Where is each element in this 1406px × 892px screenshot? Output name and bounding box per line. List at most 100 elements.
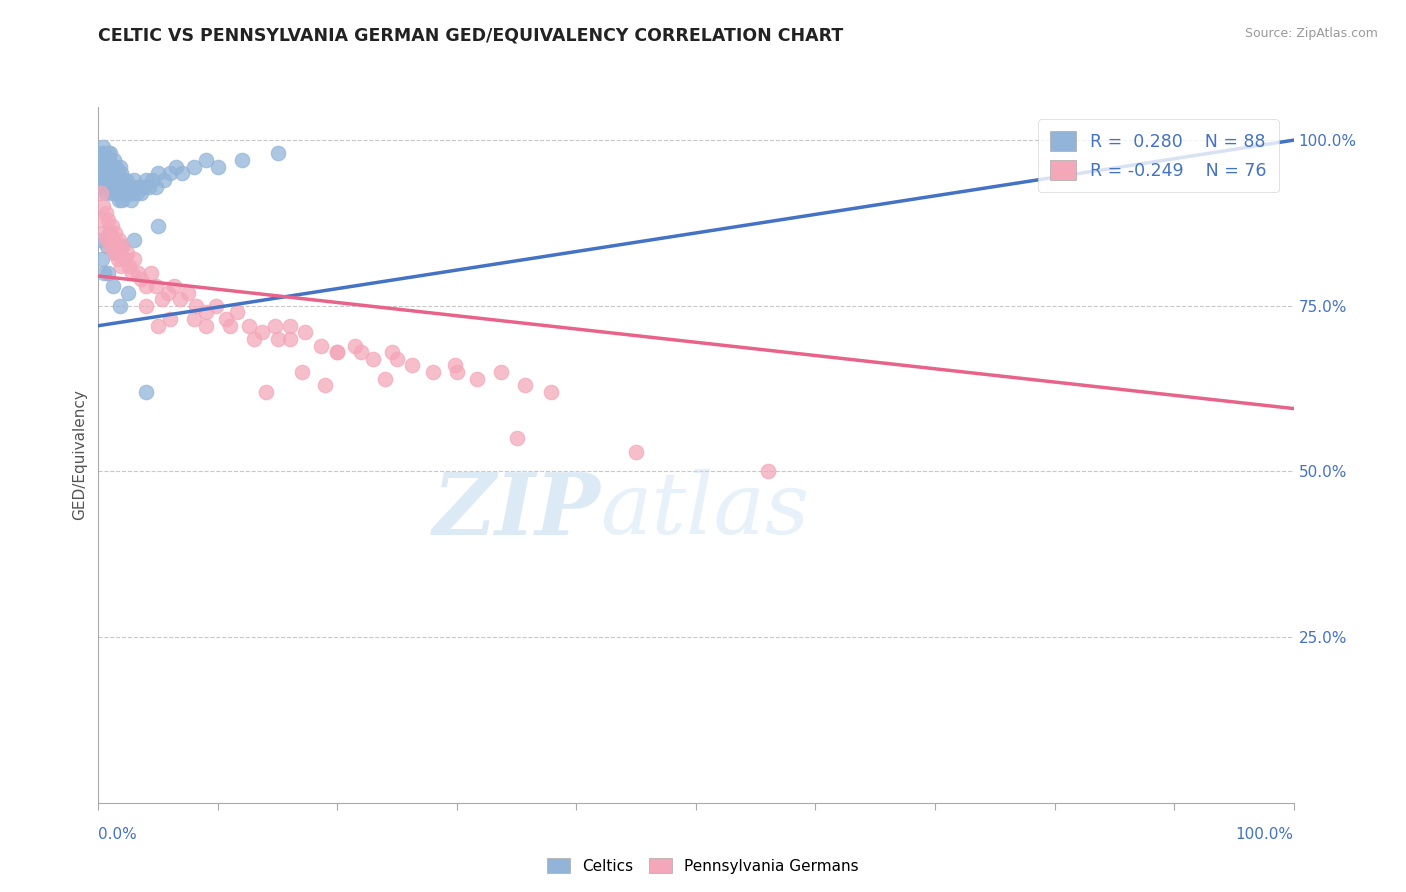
Point [114, 179, 136, 194]
Point [172, 166, 194, 180]
Point [344, 338, 367, 352]
Point [243, 332, 266, 346]
Point [98, 146, 122, 161]
Point [513, 378, 536, 392]
Point [183, 160, 205, 174]
Point [145, 179, 167, 194]
Point [108, 186, 131, 201]
Point [97, 266, 120, 280]
Point [107, 233, 129, 247]
Point [94, 186, 117, 201]
Point [111, 239, 134, 253]
Point [104, 226, 127, 240]
Text: ZIP: ZIP [433, 469, 600, 552]
Point [98, 173, 122, 187]
Point [385, 351, 409, 366]
Legend: Celtics, Pennsylvania Germans: Celtics, Pennsylvania Germans [541, 852, 865, 880]
Point [135, 173, 157, 187]
Point [110, 259, 132, 273]
Point [100, 219, 122, 234]
Point [94, 160, 117, 174]
Text: 0.0%: 0.0% [98, 827, 138, 841]
Text: 100.0%: 100.0% [1236, 827, 1294, 841]
Point [98, 239, 122, 253]
Point [169, 292, 191, 306]
Point [204, 299, 226, 313]
Point [110, 166, 132, 180]
Point [506, 431, 529, 445]
Point [165, 160, 187, 174]
Point [91, 140, 114, 154]
Point [215, 312, 238, 326]
Point [148, 219, 170, 234]
Point [96, 233, 118, 247]
Point [100, 166, 122, 180]
Point [111, 239, 134, 253]
Point [108, 245, 131, 260]
Point [103, 245, 125, 260]
Point [219, 318, 242, 333]
Point [91, 146, 114, 161]
Point [443, 359, 465, 373]
Point [96, 179, 118, 194]
Point [93, 146, 115, 161]
Point [183, 312, 205, 326]
Point [93, 179, 115, 194]
Point [381, 345, 404, 359]
Point [107, 166, 129, 180]
Point [148, 166, 170, 180]
Point [138, 179, 160, 194]
Point [97, 146, 120, 161]
Point [105, 186, 128, 201]
Point [96, 153, 118, 167]
Point [91, 252, 114, 267]
Point [145, 279, 167, 293]
Point [626, 444, 648, 458]
Point [291, 365, 314, 379]
Point [127, 266, 149, 280]
Point [150, 292, 173, 306]
Point [226, 305, 249, 319]
Point [103, 153, 125, 167]
Point [91, 199, 114, 213]
Point [401, 359, 423, 373]
Point [97, 160, 120, 174]
Point [141, 173, 163, 187]
Point [238, 318, 260, 333]
Point [115, 245, 138, 260]
Point [194, 318, 218, 333]
Point [153, 173, 176, 187]
Point [89, 166, 111, 180]
Point [111, 193, 134, 207]
Point [326, 345, 349, 359]
Point [104, 166, 127, 180]
Point [91, 212, 114, 227]
Point [114, 252, 136, 267]
Point [309, 338, 332, 352]
Point [135, 384, 157, 399]
Point [294, 326, 316, 340]
Point [107, 173, 129, 187]
Point [111, 173, 134, 187]
Point [108, 299, 131, 313]
Point [121, 266, 143, 280]
Point [98, 179, 121, 194]
Point [756, 465, 779, 479]
Point [94, 206, 117, 220]
Point [98, 153, 121, 167]
Point [115, 186, 138, 201]
Point [124, 252, 146, 267]
Point [120, 193, 142, 207]
Point [107, 252, 129, 267]
Point [156, 285, 179, 300]
Point [101, 233, 124, 247]
Point [117, 285, 139, 300]
Point [101, 279, 124, 293]
Y-axis label: GED/Equivalency: GED/Equivalency [72, 390, 87, 520]
Text: Source: ZipAtlas.com: Source: ZipAtlas.com [1244, 27, 1378, 40]
Point [139, 266, 162, 280]
Point [132, 179, 155, 194]
Point [90, 233, 112, 247]
Text: atlas: atlas [600, 469, 810, 552]
Point [90, 153, 112, 167]
